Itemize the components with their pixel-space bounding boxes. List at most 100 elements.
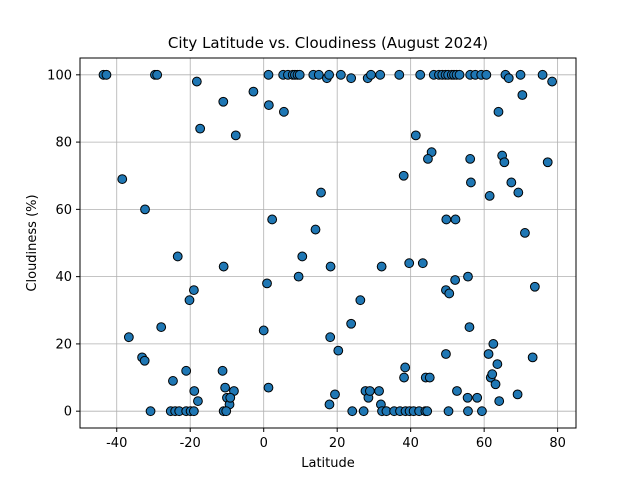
data-point bbox=[168, 376, 178, 386]
data-point bbox=[346, 318, 357, 329]
data-point bbox=[450, 275, 461, 285]
data-point bbox=[454, 69, 465, 80]
y-axis-label: Cloudiness (%) bbox=[25, 194, 40, 291]
data-point bbox=[375, 69, 386, 80]
data-point bbox=[358, 406, 369, 417]
data-point bbox=[441, 214, 452, 225]
data-point bbox=[313, 69, 324, 80]
data-point bbox=[262, 278, 272, 289]
data-point bbox=[529, 281, 540, 292]
data-point bbox=[123, 332, 134, 343]
data-point bbox=[156, 322, 167, 332]
data-point bbox=[398, 170, 409, 181]
data-point bbox=[513, 187, 524, 198]
y-tick-label: 100 bbox=[47, 68, 72, 83]
data-point bbox=[483, 349, 494, 359]
x-tick-label: 20 bbox=[329, 436, 346, 451]
x-tick-label: -40 bbox=[106, 436, 127, 451]
data-point bbox=[537, 69, 548, 80]
data-point bbox=[400, 362, 411, 373]
data-point bbox=[443, 406, 454, 417]
data-point bbox=[477, 406, 487, 417]
data-point bbox=[444, 288, 455, 299]
data-point bbox=[366, 69, 376, 80]
data-point bbox=[490, 379, 501, 390]
data-point bbox=[152, 69, 163, 80]
data-point bbox=[422, 406, 433, 417]
data-point bbox=[499, 157, 510, 168]
data-point bbox=[221, 406, 232, 417]
data-point bbox=[441, 349, 451, 359]
data-point bbox=[333, 345, 344, 356]
x-tick-label: 0 bbox=[260, 436, 268, 451]
data-point bbox=[297, 251, 308, 262]
data-point bbox=[417, 258, 428, 269]
data-point bbox=[494, 396, 505, 406]
data-point bbox=[279, 106, 289, 117]
data-point bbox=[493, 106, 504, 117]
x-tick-label: -20 bbox=[180, 436, 201, 451]
data-point bbox=[346, 73, 357, 84]
data-point bbox=[466, 177, 476, 188]
data-point bbox=[316, 187, 326, 198]
data-point bbox=[488, 339, 499, 349]
data-point bbox=[520, 228, 530, 238]
data-point bbox=[330, 389, 340, 400]
grid-lines bbox=[80, 58, 576, 428]
data-point bbox=[189, 386, 200, 396]
data-point bbox=[230, 130, 241, 141]
x-tick-label: 80 bbox=[549, 436, 566, 451]
data-point bbox=[506, 177, 517, 188]
data-point bbox=[101, 69, 112, 80]
data-point bbox=[423, 154, 433, 164]
data-point bbox=[404, 258, 415, 269]
data-point bbox=[218, 261, 229, 272]
y-tick-label: 40 bbox=[55, 270, 72, 285]
data-point bbox=[355, 295, 366, 306]
data-point bbox=[218, 96, 229, 107]
data-point bbox=[374, 386, 384, 396]
data-point bbox=[515, 69, 526, 80]
data-point bbox=[399, 372, 409, 383]
data-point bbox=[172, 251, 183, 262]
data-point bbox=[376, 261, 387, 272]
data-point bbox=[267, 214, 278, 225]
data-point bbox=[487, 369, 498, 380]
data-point bbox=[481, 69, 492, 80]
y-tick-label: 60 bbox=[55, 203, 72, 218]
data-point bbox=[415, 69, 426, 80]
data-point bbox=[472, 392, 483, 403]
data-point bbox=[463, 271, 473, 282]
data-point bbox=[117, 174, 128, 184]
data-point bbox=[463, 406, 473, 417]
data-point bbox=[452, 386, 462, 396]
data-point bbox=[188, 285, 199, 295]
data-point bbox=[140, 204, 150, 215]
data-point bbox=[462, 392, 473, 403]
data-point bbox=[484, 191, 495, 201]
data-point bbox=[503, 73, 514, 84]
data-point bbox=[139, 355, 150, 366]
data-point bbox=[217, 365, 228, 376]
data-point bbox=[464, 322, 475, 332]
data-point bbox=[145, 406, 156, 417]
data-point bbox=[325, 332, 336, 343]
data-point bbox=[220, 382, 231, 393]
data-point bbox=[294, 69, 305, 80]
plot-area-frame bbox=[79, 57, 577, 429]
data-point bbox=[517, 90, 528, 100]
data-point bbox=[293, 271, 304, 282]
data-point bbox=[225, 392, 236, 403]
x-tick-label: 60 bbox=[476, 436, 493, 451]
data-point bbox=[248, 86, 259, 97]
y-tick-label: 0 bbox=[64, 405, 72, 420]
data-point bbox=[547, 76, 558, 87]
axis-ticks: -40 -20 0 20 40 60 80 0 20 40 60 80 100 bbox=[47, 68, 566, 451]
data-point bbox=[195, 123, 206, 134]
x-axis-label: Latitude bbox=[301, 456, 355, 471]
data-point bbox=[492, 359, 503, 369]
data-point bbox=[310, 224, 321, 235]
data-point bbox=[325, 261, 336, 272]
